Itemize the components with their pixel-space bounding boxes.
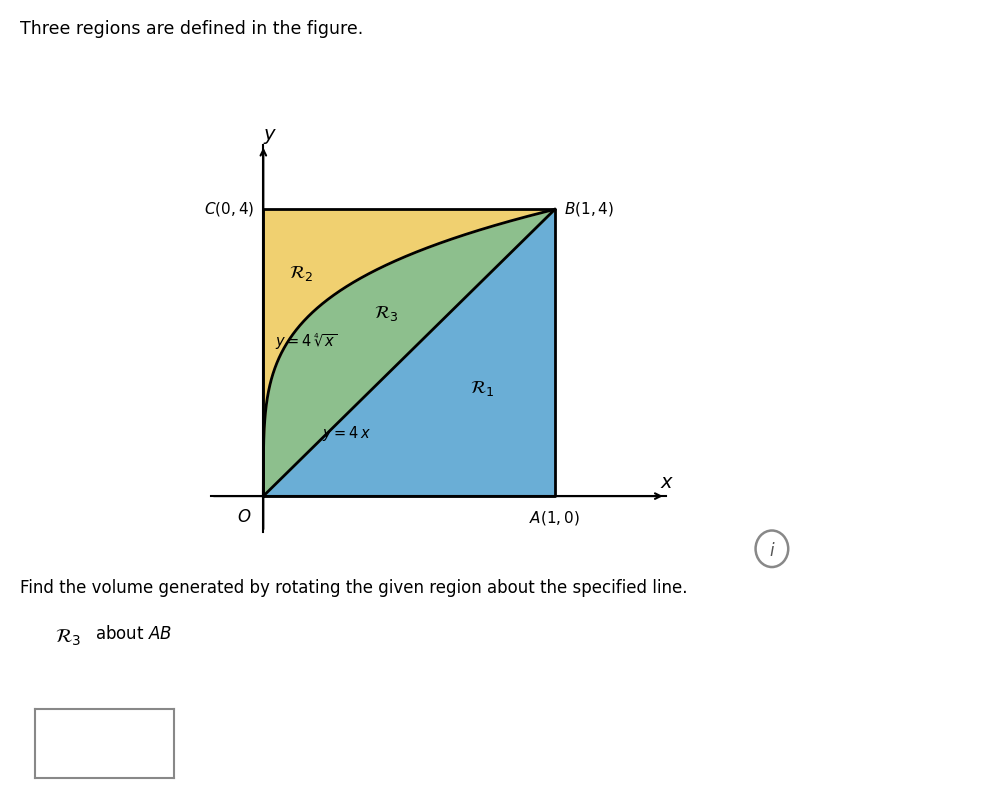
Text: $\mathcal{R}_3$: $\mathcal{R}_3$ <box>55 628 81 648</box>
Text: $\mathcal{R}_3$: $\mathcal{R}_3$ <box>374 304 398 323</box>
Text: $B(1, 4)$: $B(1, 4)$ <box>564 200 614 219</box>
Text: Find the volume generated by rotating the given region about the specified line.: Find the volume generated by rotating th… <box>20 579 687 597</box>
Text: $\mathcal{R}_2$: $\mathcal{R}_2$ <box>289 264 314 284</box>
Text: $A(1,0)$: $A(1,0)$ <box>529 509 581 527</box>
Text: $y = 4\,\sqrt[4]{x}$: $y = 4\,\sqrt[4]{x}$ <box>275 332 338 352</box>
Text: $y$: $y$ <box>264 127 278 147</box>
Text: $C(0, 4)$: $C(0, 4)$ <box>204 200 255 219</box>
Text: $x$: $x$ <box>659 474 674 492</box>
Text: $y = 4\,x$: $y = 4\,x$ <box>322 424 372 442</box>
Text: about $AB$: about $AB$ <box>95 625 171 643</box>
Text: $i$: $i$ <box>769 542 775 560</box>
Text: $O$: $O$ <box>237 509 252 526</box>
Text: Three regions are defined in the figure.: Three regions are defined in the figure. <box>20 20 364 38</box>
Text: $\mathcal{R}_1$: $\mathcal{R}_1$ <box>470 379 494 398</box>
